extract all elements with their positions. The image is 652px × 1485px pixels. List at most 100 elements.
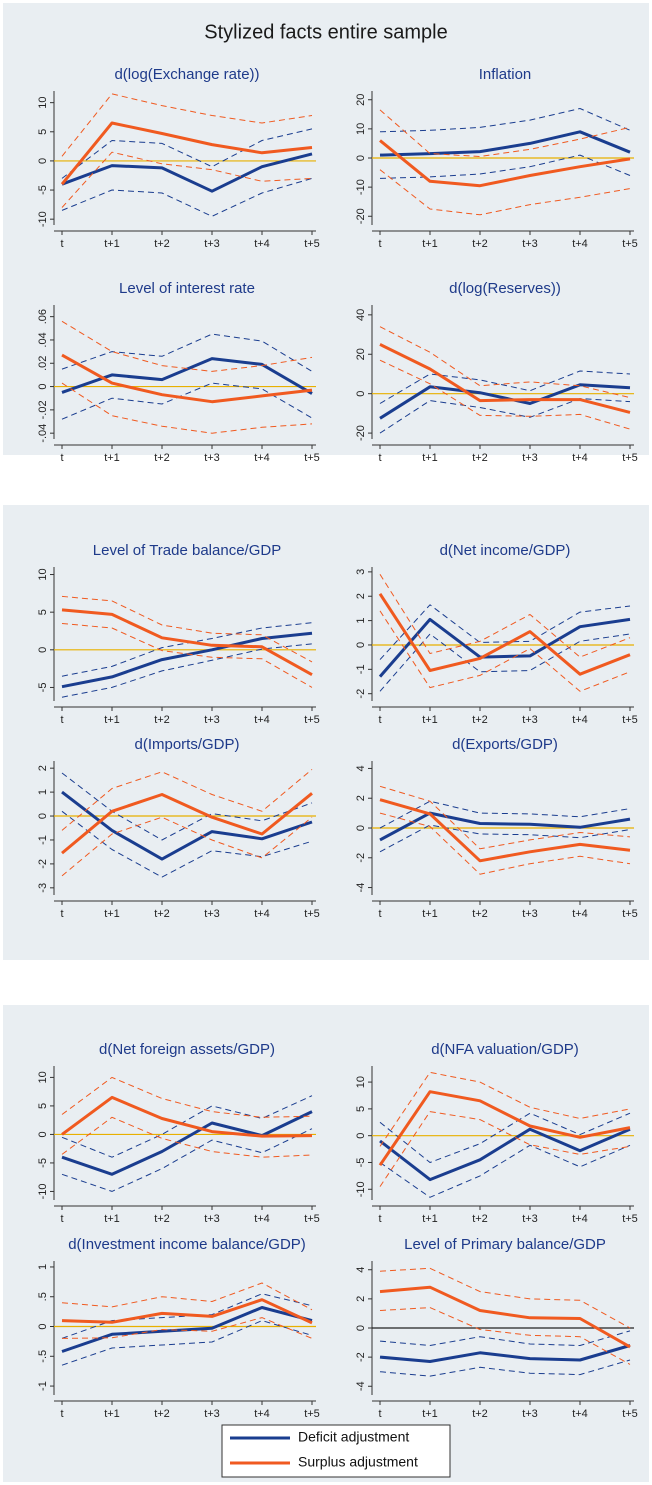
series-line (379, 811, 631, 842)
y-tick-label: .02 (37, 356, 49, 371)
band-line (61, 382, 313, 420)
y-tick-label: 10 (37, 97, 49, 109)
y-tick-label: 0 (355, 155, 367, 161)
panel-title: d(NFA valuation/GDP) (431, 1041, 579, 1058)
x-tick-label: t (378, 714, 381, 726)
band-line (379, 812, 631, 875)
x-tick-label: t (60, 714, 63, 726)
x-tick-label: t+4 (254, 1408, 270, 1420)
y-tick-label: 5 (355, 1106, 367, 1112)
x-tick-label: t+1 (104, 908, 120, 920)
series-line (378, 592, 631, 676)
y-tick-label: 10 (37, 1071, 49, 1083)
y-tick-label: 4 (355, 765, 367, 771)
series-line (379, 383, 631, 420)
x-tick-label: t+2 (472, 1213, 488, 1225)
x-tick-label: t (60, 1213, 63, 1225)
band-line (379, 398, 631, 434)
x-tick-label: t (60, 452, 63, 464)
x-tick-label: t+3 (204, 452, 220, 464)
x-tick-label: t+5 (304, 1213, 320, 1225)
y-tick-label: -2 (355, 853, 367, 863)
panel-title: d(Exports/GDP) (452, 736, 558, 753)
x-tick-label: t+5 (304, 714, 320, 726)
x-tick-label: t+3 (204, 1408, 220, 1420)
band-line (379, 785, 631, 850)
legend-box (221, 1424, 451, 1478)
x-tick-label: t+4 (572, 714, 588, 726)
y-tick-label: 1 (355, 618, 367, 624)
x-tick-label: t+2 (154, 714, 170, 726)
x-tick-label: t+3 (522, 452, 538, 464)
band-line (379, 359, 631, 430)
x-tick-label: t+3 (522, 1213, 538, 1225)
x-tick-label: t+1 (104, 452, 120, 464)
x-tick-label: t+2 (472, 452, 488, 464)
series-line (379, 139, 631, 188)
x-tick-label: t+1 (104, 1408, 120, 1420)
series-line (61, 792, 313, 855)
y-tick-label: 0 (37, 384, 49, 390)
legend-label: Surplus adjustment (298, 1454, 418, 1470)
band-line (379, 800, 631, 829)
x-tick-label: t+3 (204, 238, 220, 250)
x-tick-label: t+5 (622, 1213, 638, 1225)
x-tick-label: t+2 (472, 714, 488, 726)
x-tick-label: t+2 (154, 908, 170, 920)
x-tick-label: t+5 (622, 452, 638, 464)
y-tick-label: -.04 (37, 424, 49, 443)
panel-title: d(log(Reserves)) (449, 280, 561, 297)
y-tick-label: -1 (37, 835, 49, 845)
x-tick-label: t+3 (204, 908, 220, 920)
y-tick-label: 5 (37, 609, 49, 615)
y-tick-label: 20 (355, 348, 367, 360)
y-tick-label: -2 (355, 1352, 367, 1362)
band-line (379, 169, 631, 216)
band-line (61, 128, 313, 179)
x-tick-label: t+1 (104, 714, 120, 726)
series-line (61, 631, 313, 689)
band-line (379, 154, 631, 179)
series-line (61, 1298, 313, 1325)
y-tick-label: -2 (355, 689, 367, 699)
x-tick-label: t+2 (472, 238, 488, 250)
band-line (61, 772, 313, 841)
band-line (379, 633, 631, 692)
y-tick-label: -4 (355, 1381, 367, 1391)
x-tick-label: t+3 (522, 908, 538, 920)
band-line (61, 623, 313, 688)
band-line (61, 1317, 313, 1339)
band-line (379, 108, 631, 133)
y-tick-label: .5 (37, 1292, 49, 1301)
series-line (61, 1095, 313, 1138)
y-tick-label: 1 (37, 789, 49, 795)
band-line (61, 816, 313, 877)
x-tick-label: t+2 (472, 1408, 488, 1420)
x-tick-label: t (378, 908, 381, 920)
y-tick-label: 2 (355, 593, 367, 599)
band-line (379, 1112, 631, 1163)
y-tick-label: 2 (355, 1296, 367, 1302)
band-line (61, 1293, 313, 1339)
x-tick-label: t+1 (422, 1408, 438, 1420)
x-tick-label: t (378, 238, 381, 250)
series-line (60, 121, 313, 186)
series-line (61, 1110, 313, 1176)
x-tick-label: t+4 (572, 1213, 588, 1225)
y-tick-label: -10 (37, 211, 49, 227)
panel-title: Level of Primary balance/GDP (404, 1236, 606, 1253)
y-tick-label: -20 (355, 425, 367, 441)
x-tick-label: t+1 (422, 452, 438, 464)
panel-title: d(Net income/GDP) (440, 542, 571, 559)
x-tick-label: t+4 (572, 1408, 588, 1420)
y-tick-label: 4 (355, 1267, 367, 1273)
series-line (379, 798, 631, 863)
y-tick-label: 10 (355, 123, 367, 135)
panel-title: Level of interest rate (119, 280, 255, 297)
band-line (61, 320, 313, 372)
band-line (61, 1320, 313, 1366)
y-tick-label: 0 (355, 1133, 367, 1139)
group-panel (3, 3, 649, 455)
y-tick-label: -1 (355, 664, 367, 674)
series-line (378, 1090, 631, 1167)
